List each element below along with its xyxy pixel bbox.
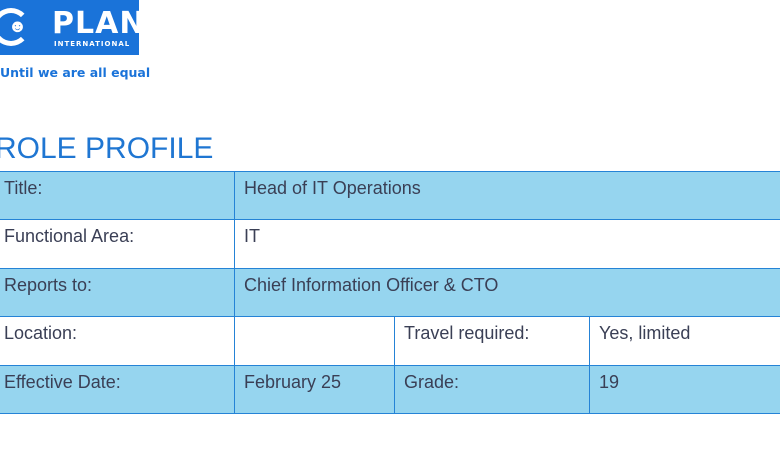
label-effective-date: Effective Date:: [0, 365, 235, 414]
table-row-location: Location: Travel required: Yes, limited: [0, 316, 780, 366]
label-functional-area: Functional Area:: [0, 219, 235, 269]
plan-international-logo: ☻ PLAN INTERNATIONAL: [0, 0, 144, 55]
value-grade: 19: [588, 365, 780, 414]
logo-child-figure-icon: ☻: [8, 16, 27, 36]
label-travel-required: Travel required:: [394, 316, 590, 366]
label-title: Title:: [0, 171, 235, 220]
value-title: Head of IT Operations: [233, 171, 780, 220]
role-profile-table: Title: Head of IT Operations Functional …: [0, 171, 780, 414]
value-effective-date: February 25: [234, 365, 395, 414]
table-row-title: Title: Head of IT Operations: [0, 171, 780, 220]
logo-circle-icon: [0, 8, 30, 46]
logo-subtitle: INTERNATIONAL: [54, 40, 131, 48]
label-grade: Grade:: [394, 365, 590, 414]
label-reports-to: Reports to:: [0, 268, 235, 317]
page-title: ROLE PROFILE: [0, 132, 214, 165]
label-location: Location:: [0, 316, 235, 366]
table-row-effective-date: Effective Date: February 25 Grade: 19: [0, 365, 780, 414]
value-reports-to: Chief Information Officer & CTO: [233, 268, 780, 317]
table-row-reports-to: Reports to: Chief Information Officer & …: [0, 268, 780, 317]
table-row-functional-area: Functional Area: IT: [0, 219, 780, 269]
value-travel-required: Yes, limited: [588, 316, 780, 366]
value-location: [234, 316, 395, 366]
value-functional-area: IT: [233, 219, 780, 269]
logo-name: PLAN: [52, 6, 146, 41]
logo-tagline: Until we are all equal: [0, 65, 151, 80]
